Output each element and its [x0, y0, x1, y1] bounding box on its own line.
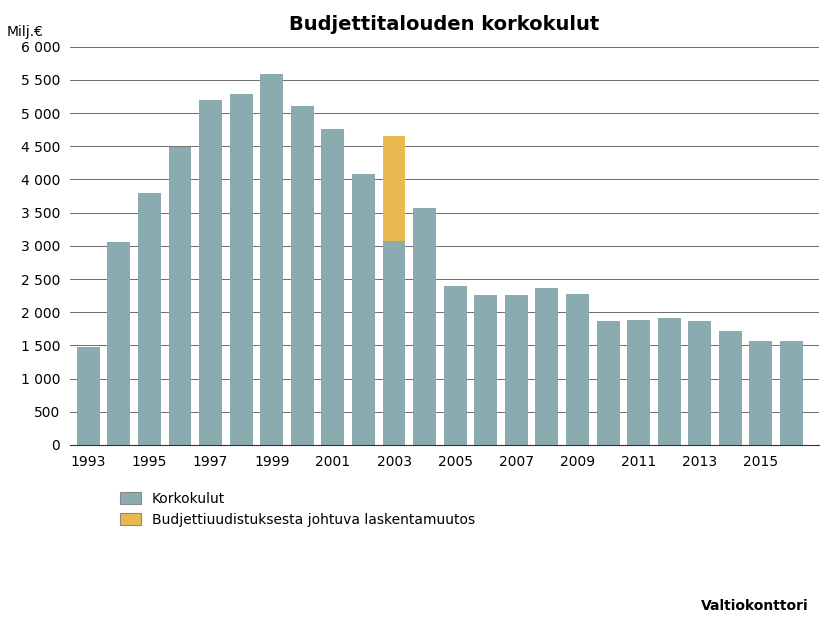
- Title: Budjettitalouden korkokulut: Budjettitalouden korkokulut: [289, 15, 600, 34]
- Bar: [291, 106, 314, 445]
- Bar: [108, 242, 130, 445]
- Bar: [77, 347, 100, 445]
- Bar: [566, 294, 589, 445]
- Bar: [475, 295, 497, 445]
- Bar: [168, 147, 192, 445]
- Bar: [352, 174, 375, 445]
- Bar: [688, 321, 711, 445]
- Bar: [505, 295, 528, 445]
- Legend: Korkokulut, Budjettiuudistuksesta johtuva laskentamuutos: Korkokulut, Budjettiuudistuksesta johtuv…: [120, 492, 475, 527]
- Bar: [627, 319, 650, 445]
- Bar: [535, 288, 558, 445]
- Bar: [780, 341, 803, 445]
- Bar: [321, 129, 344, 445]
- Bar: [413, 208, 436, 445]
- Bar: [596, 321, 620, 445]
- Bar: [199, 100, 222, 445]
- Bar: [383, 241, 405, 445]
- Bar: [260, 74, 284, 445]
- Bar: [658, 318, 681, 445]
- Bar: [719, 331, 741, 445]
- Text: Valtiokonttori: Valtiokonttori: [701, 599, 809, 612]
- Text: Milj.€: Milj.€: [7, 25, 43, 39]
- Bar: [383, 136, 405, 241]
- Bar: [229, 94, 253, 445]
- Bar: [750, 341, 772, 445]
- Bar: [444, 286, 467, 445]
- Bar: [138, 193, 161, 445]
